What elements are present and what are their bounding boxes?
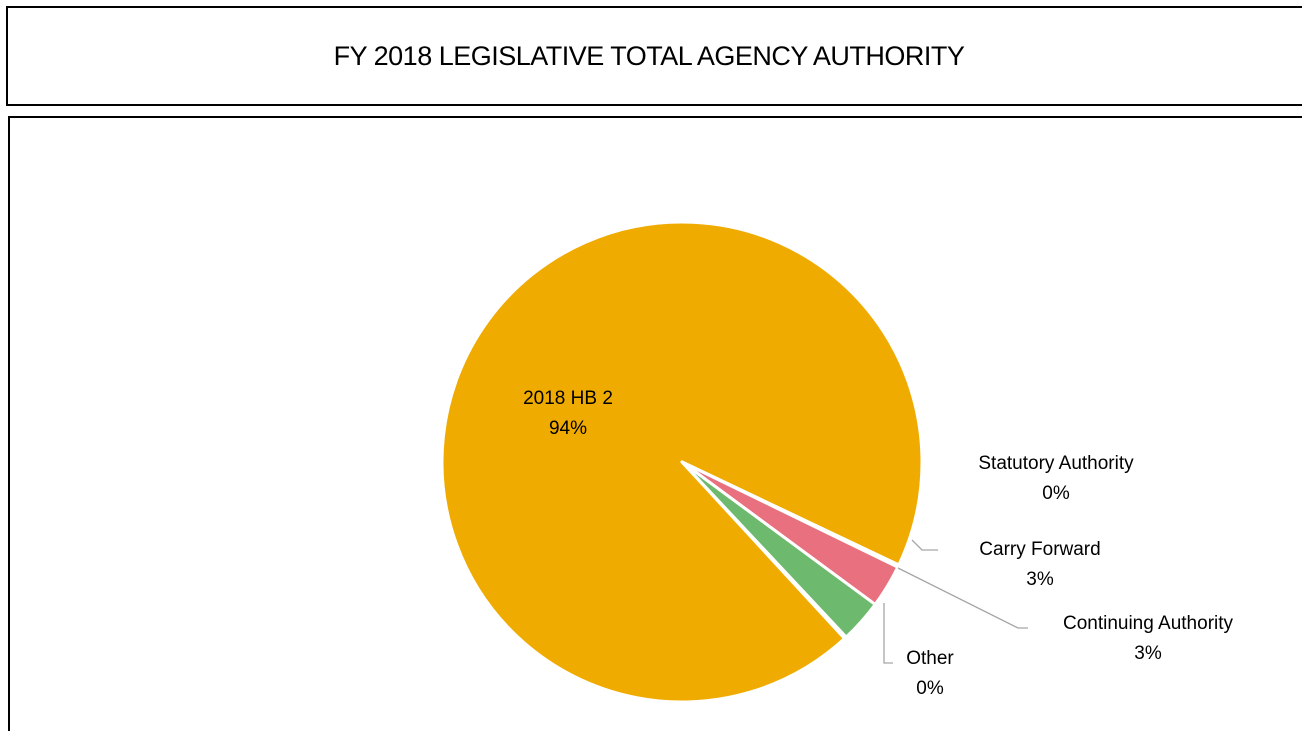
slice-label-other: Other 0% <box>906 648 954 699</box>
slice-label-carry-forward: Carry Forward 3% <box>979 539 1100 590</box>
slice-name: 2018 HB 2 <box>523 388 613 409</box>
leader-line-other <box>884 603 893 663</box>
slice-label-continuing-authority: Continuing Authority 3% <box>1063 613 1234 664</box>
slice-name: Continuing Authority <box>1063 613 1234 634</box>
pie-slices <box>442 222 922 702</box>
slice-percent: 94% <box>549 418 587 439</box>
slice-name: Other <box>906 648 954 669</box>
slice-percent: 0% <box>916 678 944 699</box>
slice-percent: 3% <box>1026 569 1054 590</box>
slice-percent: 3% <box>1134 643 1162 664</box>
slice-name: Carry Forward <box>979 539 1100 560</box>
slice-label-statutory-authority: Statutory Authority 0% <box>978 453 1134 504</box>
slice-percent: 0% <box>1042 483 1070 504</box>
leader-line-carry-forward <box>912 540 938 550</box>
leader-line-continuing-authority <box>898 568 1028 628</box>
slice-name: Statutory Authority <box>978 453 1134 474</box>
